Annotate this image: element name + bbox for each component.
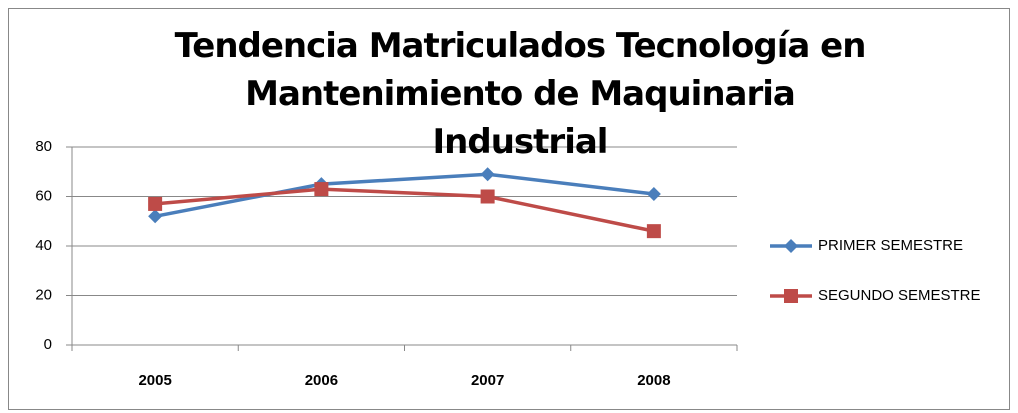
x-tick-label: 2007 — [471, 372, 504, 389]
y-tick-label: 60 — [35, 187, 52, 204]
marker — [646, 224, 661, 239]
legend-label: PRIMER SEMESTRE — [818, 237, 963, 254]
marker — [314, 182, 329, 197]
chart-border — [8, 8, 1010, 410]
y-tick-label: 20 — [35, 286, 52, 303]
x-tick-label: 2006 — [305, 372, 338, 389]
y-tick-label: 40 — [35, 237, 52, 254]
y-tick-label: 80 — [35, 138, 52, 155]
x-tick-label: 2008 — [637, 372, 670, 389]
legend-label: SEGUNDO SEMESTRE — [818, 287, 981, 304]
marker — [784, 239, 798, 253]
x-tick-label: 2005 — [138, 372, 171, 389]
chart-title: Tendencia Matriculados Tecnología en Man… — [174, 26, 867, 162]
series-line — [154, 187, 655, 233]
marker — [784, 289, 798, 303]
marker — [148, 196, 163, 211]
series-line — [154, 172, 655, 219]
marker — [148, 209, 163, 224]
marker — [480, 167, 495, 182]
marker — [480, 189, 495, 204]
y-tick-label: 0 — [44, 336, 52, 353]
marker — [646, 187, 661, 202]
